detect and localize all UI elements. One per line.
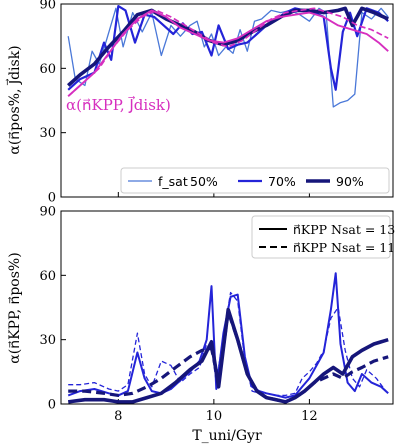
top-series-line-3 — [67, 9, 389, 97]
legend-50-label: 50% — [190, 174, 218, 189]
top-series-line-1 — [67, 5, 389, 91]
bottom-ytick-label-90: 90 — [39, 205, 56, 220]
bottom-xlabel: T_uni/Gyr — [192, 428, 262, 444]
bottom-series-line-1 — [68, 291, 387, 397]
legend-90-label: 90% — [336, 174, 364, 189]
top-ytick-label-90: 90 — [39, 0, 56, 13]
bottom-series-group — [67, 272, 389, 404]
bottom-ytick-label-60: 60 — [39, 269, 56, 284]
top-ylabel: α(n⃗pos%, J⃗disk) — [5, 45, 23, 154]
bottom-ticks: 0 30 60 90 8 10 12 — [39, 205, 317, 425]
top-series-line-0 — [67, 7, 389, 108]
legend-fsat-prefix: f_sat — [158, 174, 188, 189]
top-ytick-label-60: 60 — [39, 62, 56, 77]
legend-solid-label: n⃗KPP Nsat = 13 — [293, 222, 395, 237]
top-panel: 0 30 60 90 α(n⃗pos%, J⃗disk) α(n⃗KPP, J⃗dis… — [5, 0, 394, 206]
bottom-legend: n⃗KPP Nsat = 13 n⃗KPP Nsat = 11 — [251, 215, 395, 259]
bottom-series-line-3 — [68, 310, 389, 404]
bottom-ytick-label-0: 0 — [48, 398, 56, 413]
top-ytick-label-0: 0 — [48, 191, 56, 206]
top-legend: f_sat 50% 70% 90% — [120, 167, 390, 194]
top-plot-frame — [60, 3, 394, 198]
top-series-line-2 — [66, 6, 389, 87]
top-annotation: α(n⃗KPP, J⃗disk) — [66, 95, 171, 114]
bottom-xtick-label-12: 12 — [301, 409, 318, 424]
bottom-xtick-label-8: 8 — [114, 409, 122, 424]
bottom-xtick-label-10: 10 — [206, 409, 223, 424]
bottom-ylabel: α(n⃗KPP, n⃗pos%) — [7, 252, 23, 363]
bottom-plot-frame — [60, 210, 394, 405]
bottom-series-line-2 — [67, 307, 389, 404]
bottom-ytick-label-30: 30 — [39, 333, 56, 348]
top-series-line-4 — [67, 7, 389, 97]
top-ytick-label-30: 30 — [39, 126, 56, 141]
top-series-group — [66, 5, 389, 108]
legend-dashed-label: n⃗KPP Nsat = 11 — [293, 240, 395, 255]
bottom-series-line-0 — [67, 272, 389, 399]
legend-70-label: 70% — [268, 174, 296, 189]
